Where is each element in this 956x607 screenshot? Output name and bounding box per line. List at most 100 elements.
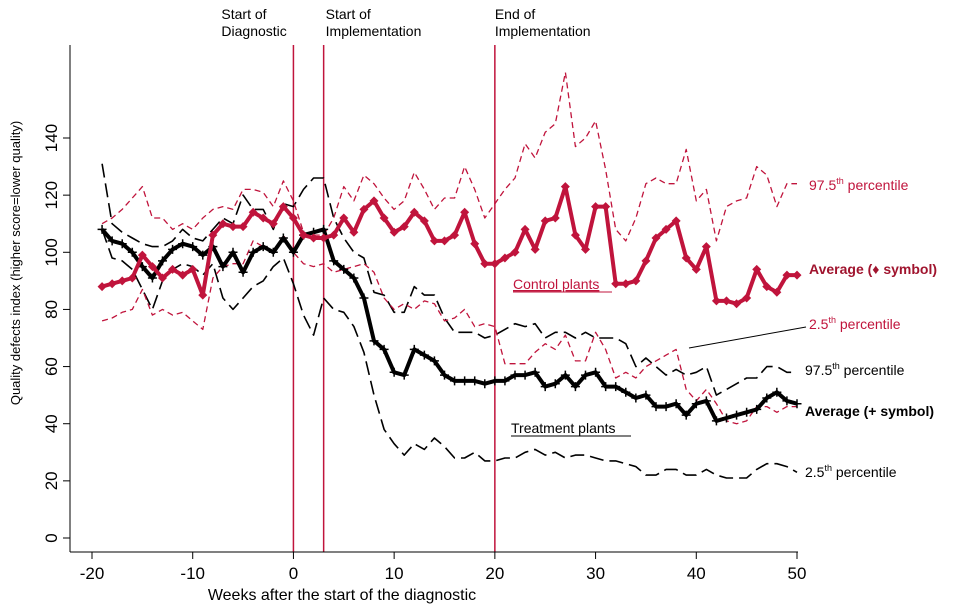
control-average-point bbox=[168, 264, 178, 274]
control-25-label: 2.5th percentile bbox=[809, 315, 901, 332]
control-average-point bbox=[470, 239, 480, 249]
treatment-average-point bbox=[581, 370, 590, 380]
treatment-average-point bbox=[711, 416, 721, 426]
control-average-point bbox=[570, 230, 580, 240]
control-average-point bbox=[671, 216, 681, 226]
control-average-point bbox=[228, 222, 238, 232]
control-975-pre: 97.5 bbox=[809, 177, 836, 193]
series-layer bbox=[97, 71, 802, 479]
control-average-point bbox=[691, 264, 701, 274]
control-25-post: percentile bbox=[836, 316, 901, 332]
control-average-point bbox=[681, 253, 691, 263]
treatment-average-point bbox=[359, 293, 369, 303]
treatment-average-point bbox=[540, 382, 550, 392]
control-p25-line bbox=[101, 234, 797, 425]
control-average-point bbox=[248, 207, 258, 217]
treatment-average-point bbox=[399, 370, 409, 380]
event-label: End of bbox=[495, 6, 536, 22]
event-label: Start of bbox=[221, 6, 266, 22]
treatment-average-point bbox=[389, 367, 399, 377]
control-average-point bbox=[742, 293, 752, 303]
y-axis-title: Quality defects index (higher score=lowe… bbox=[8, 121, 23, 405]
control-average-point bbox=[147, 262, 157, 272]
treatment-average-point bbox=[701, 396, 711, 406]
treatment-average-point bbox=[601, 382, 611, 392]
treatment-average-point bbox=[490, 376, 500, 386]
x-axis-title: Weeks after the start of the diagnostic bbox=[208, 587, 476, 604]
control-average-point bbox=[319, 233, 329, 243]
treatment-average-point bbox=[742, 407, 752, 417]
control-average-point bbox=[359, 204, 369, 214]
control-average-point bbox=[117, 276, 127, 286]
y-tick-label: 0 bbox=[42, 533, 61, 542]
treatment-average-point bbox=[460, 376, 470, 386]
control-average-point bbox=[651, 233, 661, 243]
treatment-average-point bbox=[681, 410, 691, 420]
treatment-average-point bbox=[339, 264, 349, 274]
treatment-average-point bbox=[440, 370, 449, 380]
treatment-average-point bbox=[107, 236, 117, 246]
treatment-975-label: 97.5th percentile bbox=[805, 361, 905, 378]
treatment-average-point bbox=[238, 267, 248, 277]
control-average-point bbox=[480, 259, 490, 269]
y-tick-label: 120 bbox=[42, 181, 61, 209]
control-average-point bbox=[510, 247, 520, 257]
control-average-point bbox=[379, 213, 389, 223]
treatment-average-point bbox=[97, 224, 107, 234]
control-average-point bbox=[540, 216, 550, 226]
control-average-point bbox=[460, 207, 470, 217]
control-average-point bbox=[389, 227, 399, 237]
control-average-point bbox=[621, 279, 631, 289]
treatment-average-point bbox=[661, 402, 671, 412]
treatment-average-point bbox=[248, 247, 258, 257]
treatment-average-point bbox=[631, 393, 641, 403]
treatment-p25-line bbox=[101, 229, 798, 479]
control-average-point bbox=[399, 222, 409, 232]
treatment-average-point bbox=[500, 376, 510, 386]
treatment-average-point bbox=[117, 239, 127, 249]
treatment-average-point bbox=[419, 350, 429, 360]
control-25-sup: th bbox=[828, 315, 836, 325]
treatment-average-point bbox=[329, 256, 339, 266]
treatment-average-point bbox=[560, 370, 570, 380]
control-average-point bbox=[419, 216, 429, 226]
control-average-point bbox=[218, 219, 228, 229]
treatment-average-point bbox=[762, 393, 772, 403]
control-average-point bbox=[409, 207, 419, 217]
treatment-average-point bbox=[258, 242, 268, 252]
control-average-point bbox=[530, 244, 540, 254]
control-average-point bbox=[520, 224, 530, 234]
treatment-average-point bbox=[147, 273, 157, 283]
treatment-average-point bbox=[409, 344, 419, 354]
control-average-point bbox=[772, 287, 782, 297]
control-average-point bbox=[309, 233, 319, 243]
control-average-point bbox=[490, 259, 500, 269]
treatment-average-point bbox=[127, 247, 137, 257]
control-average-point bbox=[127, 273, 137, 283]
control-average-point bbox=[560, 182, 570, 192]
treatment-average-point bbox=[379, 344, 389, 354]
x-tick-label: 20 bbox=[485, 564, 504, 583]
control-25-pointer bbox=[688, 326, 807, 349]
control-average-point bbox=[429, 236, 439, 246]
treatment-average-point bbox=[671, 399, 681, 409]
treatment-average-point bbox=[691, 399, 701, 409]
control-average-point bbox=[550, 213, 560, 223]
control-average-point bbox=[349, 227, 359, 237]
treatment-average-point bbox=[278, 233, 288, 243]
y-tick-label: 140 bbox=[42, 124, 61, 152]
treatment-average-point bbox=[188, 242, 198, 252]
control-average-point bbox=[258, 213, 268, 223]
control-average-point bbox=[722, 296, 731, 306]
event-label: Implementation bbox=[495, 23, 591, 39]
event-label: Start of bbox=[326, 6, 371, 22]
control-975-post: percentile bbox=[844, 177, 909, 193]
control-average-point bbox=[752, 264, 762, 274]
control-average-point bbox=[158, 273, 167, 283]
control-average-point bbox=[792, 270, 802, 280]
control-average-point bbox=[782, 270, 792, 280]
treatment-average-point bbox=[450, 376, 460, 386]
treatment-25-pre: 2.5 bbox=[805, 464, 825, 480]
treatment-average-point bbox=[218, 262, 228, 272]
